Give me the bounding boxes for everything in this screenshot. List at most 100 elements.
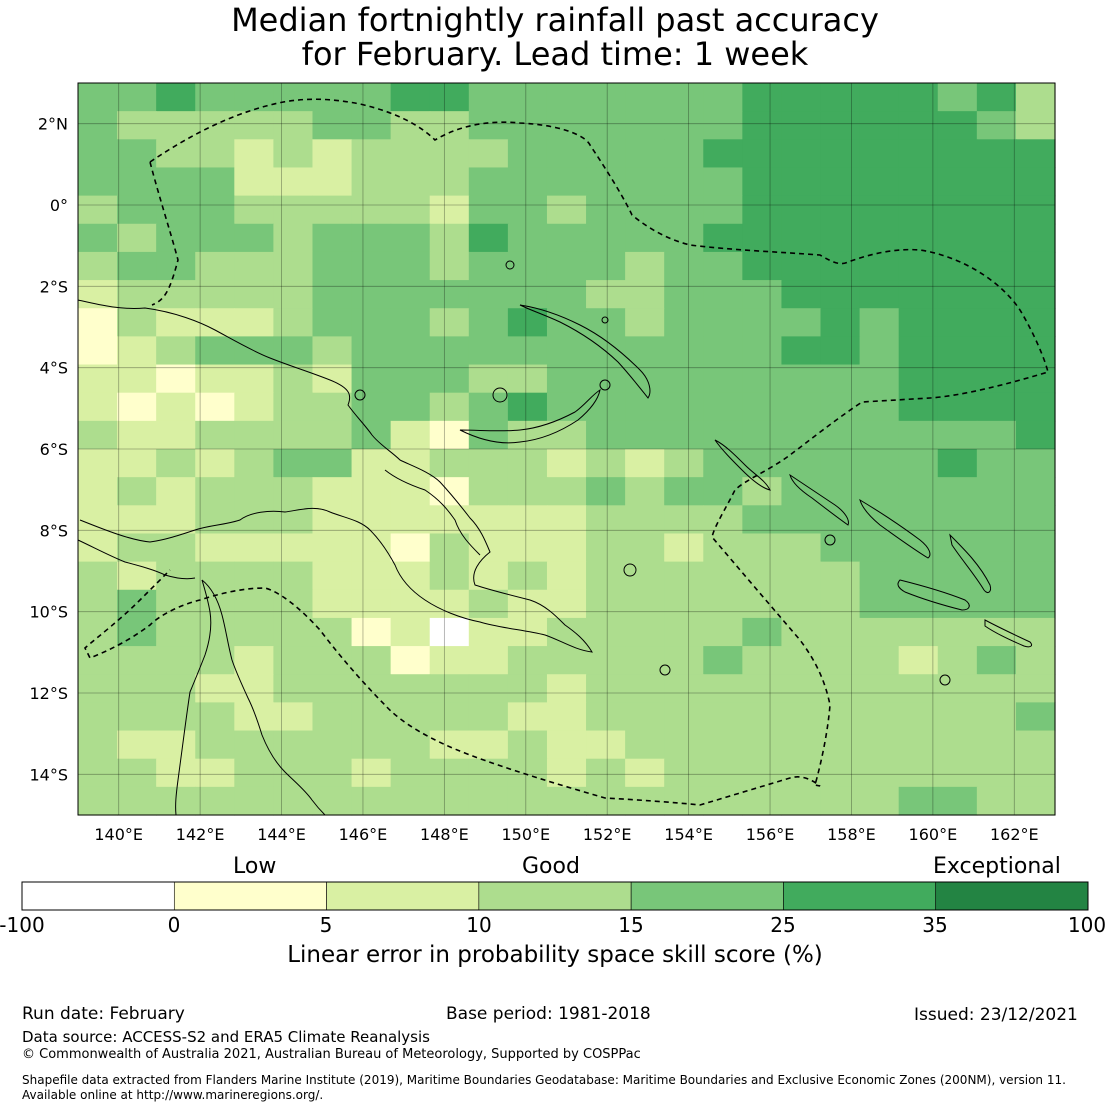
grid-cell	[625, 505, 665, 535]
grid-cell	[625, 589, 665, 619]
grid-cell	[781, 505, 822, 535]
grid-cell	[78, 561, 118, 591]
grid-cell	[937, 195, 978, 225]
grid-cell	[1015, 195, 1056, 225]
grid-cell	[156, 533, 196, 563]
grid-cell	[820, 533, 861, 563]
grid-cell	[117, 561, 157, 591]
grid-cell	[78, 336, 118, 366]
grid-cell	[781, 561, 822, 591]
grid-cell	[781, 336, 822, 366]
grid-cell	[351, 251, 392, 281]
lon-tick-label: 156°E	[746, 825, 795, 844]
grid-cell	[937, 139, 978, 169]
grid-cell	[664, 758, 704, 788]
grid-cell	[429, 589, 470, 619]
grid-cell	[234, 646, 274, 675]
grid-cell	[586, 646, 626, 675]
grid-cell	[898, 505, 939, 535]
grid-cell	[703, 83, 743, 112]
grid-cell	[195, 195, 235, 225]
grid-cell	[78, 617, 118, 647]
grid-cell	[820, 646, 861, 675]
grid-cell	[468, 477, 509, 506]
grid-cell	[78, 392, 118, 422]
grid-cell	[312, 280, 353, 309]
grid-cell	[625, 167, 665, 197]
grid-cell	[937, 617, 978, 647]
grid-cell	[234, 420, 274, 450]
grid-cell	[1015, 251, 1056, 281]
grid-cell	[937, 308, 978, 337]
grid-cell	[273, 223, 314, 253]
grid-cell	[78, 533, 118, 563]
grid-cell	[898, 420, 939, 450]
grid-cell	[1015, 280, 1056, 309]
grid-cell	[390, 617, 431, 647]
grid-cell	[664, 617, 704, 647]
copyright: © Commonwealth of Australia 2021, Austra…	[22, 1047, 641, 1062]
grid-cell	[625, 364, 665, 394]
grid-cell	[703, 336, 743, 366]
map-figure: 2°N 0° 2°S 4°S 6°S 8°S 10°S 12°S 14°S 140°E 142°E…	[21, 82, 1089, 911]
grid-cell	[507, 392, 548, 422]
grid-cell	[195, 139, 235, 169]
lat-tick-label: 12°S	[29, 684, 68, 703]
grid-cell	[312, 730, 353, 760]
grid-cell	[117, 364, 157, 394]
grid-cell	[937, 589, 978, 619]
coastline-cape-york-east	[201, 579, 326, 816]
grid-cell	[742, 223, 783, 253]
coastline-solomon-choiseul	[789, 473, 849, 526]
grid-cell	[273, 730, 314, 760]
grid-cell	[820, 477, 861, 506]
latitude-axis: 2°N 0° 2°S 4°S 6°S 8°S 10°S 12°S 14°S	[29, 115, 68, 785]
grid-cell	[703, 589, 743, 619]
grid-cell	[703, 646, 743, 675]
island	[601, 316, 609, 324]
grid-cell	[312, 336, 353, 366]
grid-cell	[898, 308, 939, 337]
grid-cell	[507, 420, 548, 450]
grid-cell	[195, 280, 235, 309]
lon-tick-label: 140°E	[94, 825, 143, 844]
grid-cell	[586, 786, 626, 816]
grid-cell	[468, 251, 509, 281]
shapefile-credit-line-1: Shapefile data extracted from Flanders M…	[22, 1073, 1066, 1087]
island	[939, 674, 951, 686]
grid-cell	[742, 420, 783, 450]
grid-cell	[898, 786, 939, 816]
grid-cell	[820, 195, 861, 225]
grid-cell	[234, 533, 274, 563]
grid-cell	[1015, 702, 1056, 732]
grid-cell	[586, 561, 626, 591]
grid-cell	[546, 646, 587, 675]
lat-tick-label: 2°S	[40, 277, 68, 296]
grid-cell	[390, 589, 431, 619]
grid-cell	[937, 111, 978, 140]
grid-cell	[976, 449, 1017, 478]
coastline-solomon-makira	[984, 619, 1033, 648]
grid-cell	[1015, 83, 1056, 112]
grid-cell	[625, 617, 665, 647]
island	[505, 260, 515, 270]
grid-cell	[742, 392, 783, 422]
grid-cell	[195, 223, 235, 253]
grid-cell	[390, 83, 431, 112]
grid-cell	[664, 195, 704, 225]
grid-cell	[898, 730, 939, 760]
grid-cell	[507, 533, 548, 563]
grid-cell	[273, 336, 314, 366]
grid-cell	[273, 308, 314, 337]
grid-cell	[468, 167, 509, 197]
grid-cell	[312, 223, 353, 253]
grid-cell	[78, 364, 118, 394]
grid-cell	[195, 589, 235, 619]
grid-cell	[507, 702, 548, 732]
grid-cell	[507, 223, 548, 253]
grid-cell	[586, 392, 626, 422]
grid-cell	[234, 195, 274, 225]
grid-cell	[468, 786, 509, 816]
grid-cell	[976, 505, 1017, 535]
grid-cell	[664, 111, 704, 140]
